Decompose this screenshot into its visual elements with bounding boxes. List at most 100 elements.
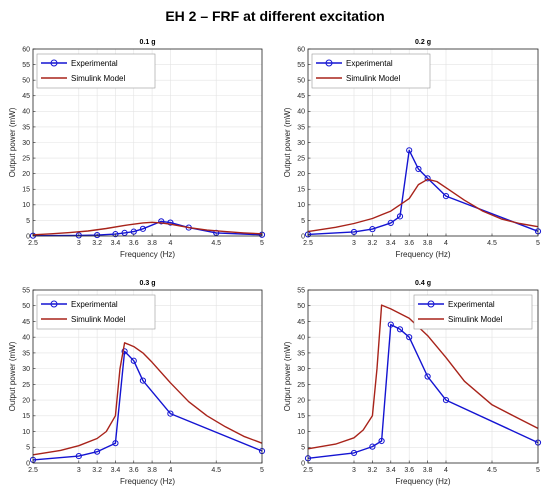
x-tick-label: 4.5 xyxy=(211,467,221,474)
x-axis-label: Frequency (Hz) xyxy=(395,477,450,486)
y-tick-label: 50 xyxy=(22,303,30,310)
series-line-experimental xyxy=(307,323,539,459)
subplot-4: 0 5 10 15 20 25 30 35 40 45 50 55 2.5 3 3.2 3.4 3.6 3.8 4 4… xyxy=(283,280,542,486)
y-tick-label: 5 xyxy=(301,445,305,452)
legend-label: Simulink Model xyxy=(71,74,125,83)
data-point xyxy=(112,440,119,447)
series-line-experimental xyxy=(307,149,539,236)
x-tick-label: 3.6 xyxy=(129,240,139,247)
data-point xyxy=(387,321,394,328)
y-tick-label: 25 xyxy=(297,382,305,389)
x-tick-label: 3.4 xyxy=(111,467,121,474)
y-tick-label: 30 xyxy=(297,366,305,373)
data-point xyxy=(158,218,165,225)
x-tick-label: 3.8 xyxy=(147,467,157,474)
y-tick-label: 45 xyxy=(297,93,305,100)
x-tick-label: 4 xyxy=(444,467,448,474)
y-tick-label: 45 xyxy=(297,319,305,326)
x-tick-label: 3 xyxy=(77,467,81,474)
y-tick-label: 35 xyxy=(22,350,30,357)
legend-label: Simulink Model xyxy=(71,315,125,324)
x-tick-label: 4.5 xyxy=(487,240,497,247)
legend-label: Experimental xyxy=(71,300,118,309)
y-tick-label: 25 xyxy=(297,155,305,162)
y-tick-label: 35 xyxy=(297,350,305,357)
data-point xyxy=(369,443,376,450)
subplot-title: 0.2 g xyxy=(415,39,431,46)
y-tick-label: 0 xyxy=(26,233,30,240)
data-point xyxy=(94,231,101,239)
legend-marker xyxy=(427,300,435,308)
x-tick-label: 3.4 xyxy=(386,240,396,247)
y-tick-label: 15 xyxy=(297,187,305,194)
y-tick-label: 40 xyxy=(297,109,305,116)
legend: Experimental Simulink Model xyxy=(36,53,156,89)
y-tick-label: 60 xyxy=(22,46,30,53)
y-tick-label: 40 xyxy=(22,109,30,116)
data-point xyxy=(167,410,174,417)
legend: Experimental Simulink Model xyxy=(413,294,533,330)
data-point xyxy=(167,219,174,226)
data-point xyxy=(75,232,82,239)
y-tick-label: 20 xyxy=(22,397,30,404)
y-tick-label: 15 xyxy=(22,187,30,194)
y-axis-label: Output power (mW) xyxy=(8,341,17,411)
x-tick-label: 5 xyxy=(260,467,264,474)
subplot-3: 0 5 10 15 20 25 30 35 40 45 50 55 2.5 3 3.2 3.4 3.6 3.8 4 4… xyxy=(8,280,266,486)
data-point xyxy=(75,452,82,460)
y-tick-label: 35 xyxy=(297,124,305,131)
y-axis-label: Output power (mW) xyxy=(8,107,17,177)
x-tick-label: 3.8 xyxy=(147,240,157,247)
y-tick-label: 30 xyxy=(297,140,305,147)
x-tick-label: 3.6 xyxy=(129,467,139,474)
y-tick-label: 15 xyxy=(297,413,305,420)
data-point xyxy=(350,449,358,457)
y-tick-label: 15 xyxy=(22,413,30,420)
axes-frame xyxy=(32,289,263,464)
legend-box xyxy=(311,53,431,89)
data-point xyxy=(139,225,147,232)
data-point xyxy=(139,377,147,384)
data-point xyxy=(396,213,404,220)
x-axis-label: Frequency (Hz) xyxy=(395,250,450,259)
data-point xyxy=(396,326,404,333)
y-tick-label: 30 xyxy=(22,366,30,373)
y-tick-label: 0 xyxy=(26,460,30,467)
x-tick-label: 5 xyxy=(536,467,540,474)
y-tick-label: 5 xyxy=(26,445,30,452)
y-tick-label: 25 xyxy=(22,155,30,162)
y-tick-label: 10 xyxy=(22,429,30,436)
y-tick-label: 10 xyxy=(297,429,305,436)
x-tick-label: 2.5 xyxy=(28,467,38,474)
y-tick-label: 55 xyxy=(22,62,30,69)
data-point xyxy=(130,357,137,364)
y-tick-label: 50 xyxy=(297,78,305,85)
x-tick-label: 3.4 xyxy=(386,467,396,474)
axes-frame xyxy=(307,289,539,464)
data-point xyxy=(112,231,119,238)
legend: Experimental Simulink Model xyxy=(311,53,431,89)
series-line-simulink xyxy=(32,342,263,456)
x-tick-label: 5 xyxy=(536,240,540,247)
y-tick-label: 0 xyxy=(301,233,305,240)
y-axis-label: Output power (mW) xyxy=(283,341,292,411)
data-point xyxy=(121,348,128,355)
legend-box xyxy=(413,294,533,330)
legend-marker xyxy=(50,59,58,67)
legend-label: Simulink Model xyxy=(448,315,502,324)
y-tick-label: 50 xyxy=(22,78,30,85)
y-tick-label: 25 xyxy=(22,382,30,389)
data-point xyxy=(424,175,431,182)
x-tick-label: 3.6 xyxy=(404,467,414,474)
x-tick-label: 3.8 xyxy=(423,467,433,474)
series-line-experimental xyxy=(32,350,263,461)
legend-box xyxy=(36,294,156,330)
data-point xyxy=(387,219,394,227)
subplot-title: 0.4 g xyxy=(415,280,431,287)
data-point xyxy=(415,165,422,173)
legend-marker xyxy=(50,300,58,308)
y-tick-label: 10 xyxy=(297,202,305,209)
series-line-simulink xyxy=(307,178,539,233)
